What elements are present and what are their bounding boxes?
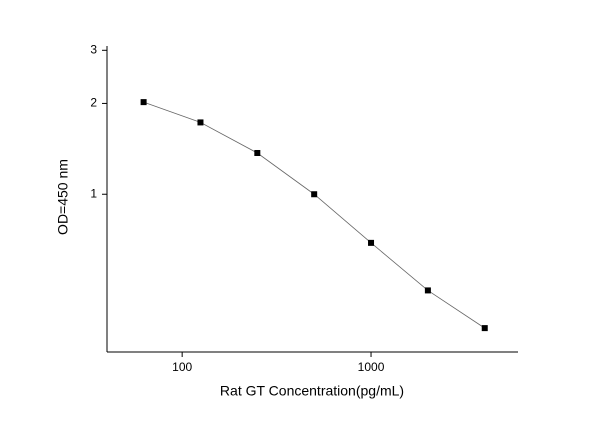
y-tick-label: 1 xyxy=(90,186,97,200)
x-tick-label: 100 xyxy=(172,360,192,374)
marker xyxy=(197,119,204,126)
y-axis-title: OD=450 nm xyxy=(55,159,71,235)
series-line xyxy=(143,101,485,329)
marker xyxy=(311,191,318,198)
marker xyxy=(254,149,261,156)
x-axis-title: Rat GT Concentration(pg/mL) xyxy=(220,383,404,399)
x-tick-label: 1000 xyxy=(358,360,385,374)
marker xyxy=(424,287,431,294)
marker xyxy=(481,325,488,332)
y-tick-label: 3 xyxy=(90,42,97,56)
marker xyxy=(368,239,375,246)
marker xyxy=(140,99,147,106)
y-tick-label: 2 xyxy=(90,96,97,110)
